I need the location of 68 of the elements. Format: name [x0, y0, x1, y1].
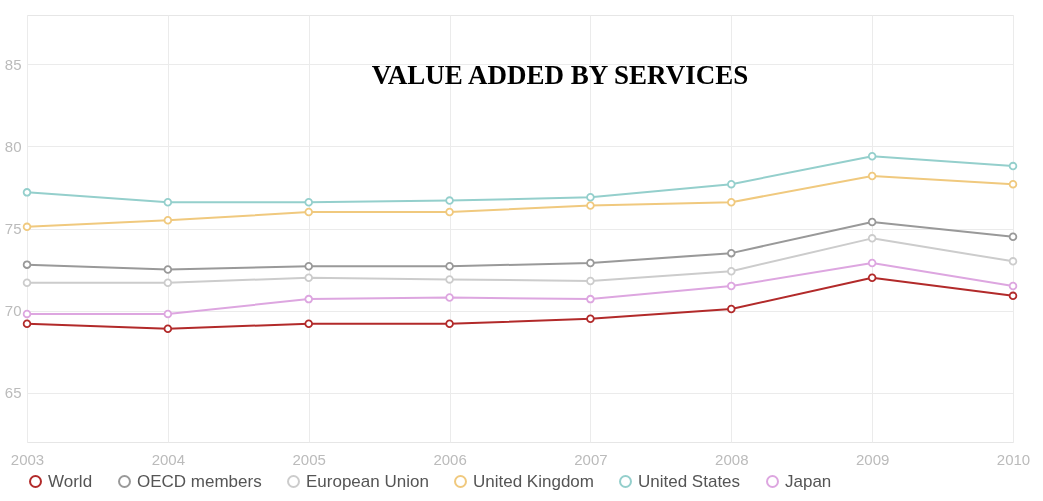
point	[867, 217, 877, 227]
text: VALUE ADDED BY SERVICES	[371, 60, 749, 90]
point	[1008, 232, 1018, 241]
point	[586, 258, 595, 268]
point	[727, 266, 736, 276]
point	[445, 275, 454, 284]
point	[304, 262, 313, 271]
point	[867, 151, 877, 161]
y-tick-label: 80	[4, 137, 22, 155]
x-tick-label: 2004	[151, 450, 186, 468]
point	[22, 309, 32, 319]
point	[727, 304, 736, 314]
point	[727, 248, 736, 258]
point	[586, 276, 595, 286]
point	[867, 171, 877, 181]
y-tick-label: 70	[4, 302, 22, 320]
point	[445, 196, 454, 205]
point	[304, 207, 313, 217]
point	[22, 278, 32, 287]
legend-label: OECD members	[137, 471, 262, 491]
point	[163, 265, 173, 274]
y-tick-label: 65	[4, 384, 22, 402]
point	[867, 273, 877, 283]
x-tick-label: 2006	[433, 450, 467, 468]
x-tick-label: 2008	[715, 450, 749, 468]
point	[1008, 161, 1018, 171]
point	[22, 222, 32, 232]
point	[163, 197, 173, 207]
point	[586, 201, 595, 210]
x-tick-label: 2010	[996, 450, 1031, 468]
point	[445, 319, 454, 328]
point	[1008, 281, 1018, 291]
point	[163, 309, 173, 319]
point	[586, 193, 595, 202]
point	[727, 281, 736, 291]
y-tick-label: 85	[4, 55, 22, 73]
point	[1008, 291, 1018, 301]
point	[586, 294, 595, 304]
y-tick-label: 75	[4, 220, 22, 237]
legend-label: World	[48, 471, 93, 491]
point	[586, 314, 595, 324]
point	[22, 188, 32, 197]
x-tick-label: 2009	[855, 450, 890, 468]
point	[304, 319, 313, 328]
legend-label: United Kingdom	[473, 471, 594, 491]
point	[163, 324, 173, 333]
point	[727, 179, 736, 189]
point	[1008, 179, 1018, 189]
point	[22, 319, 32, 328]
legend-label: United States	[638, 471, 741, 491]
x-tick-label: 2003	[10, 450, 45, 468]
point	[445, 207, 454, 217]
point	[1008, 257, 1018, 266]
point	[867, 234, 877, 243]
point	[22, 260, 32, 269]
point	[445, 262, 454, 271]
point	[445, 293, 454, 302]
point	[727, 197, 736, 207]
x-tick-label: 2007	[574, 450, 608, 468]
x-tick-label: 2005	[292, 450, 326, 468]
point	[304, 197, 313, 207]
point	[304, 273, 313, 283]
point	[163, 278, 173, 287]
legend-label: Japan	[785, 471, 832, 491]
point	[867, 258, 877, 268]
point	[163, 216, 173, 225]
legend-label: European Union	[306, 471, 429, 491]
point	[304, 294, 313, 304]
